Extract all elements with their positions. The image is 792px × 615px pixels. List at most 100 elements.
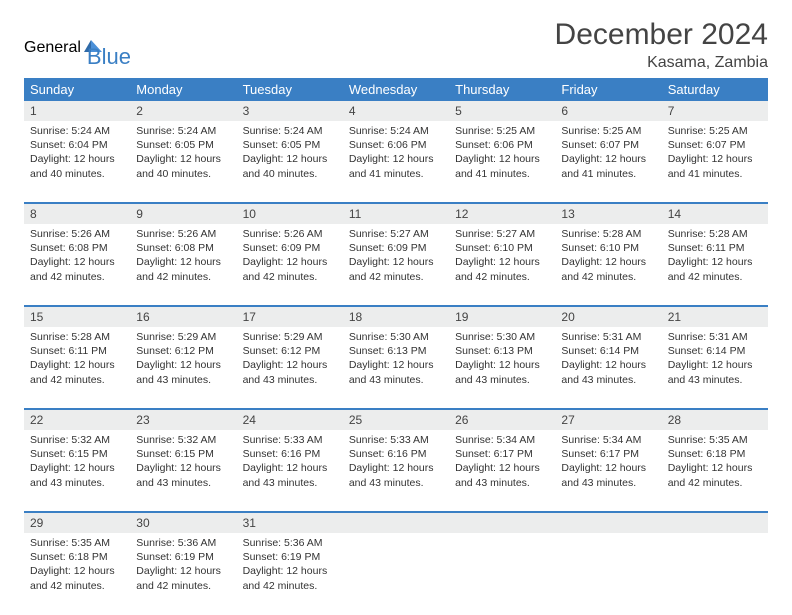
day-number-cell: 4 (343, 101, 449, 121)
day-body-row: Sunrise: 5:35 AMSunset: 6:18 PMDaylight:… (24, 533, 768, 615)
day-body-cell: Sunrise: 5:25 AMSunset: 6:07 PMDaylight:… (662, 121, 768, 203)
day-body-row: Sunrise: 5:26 AMSunset: 6:08 PMDaylight:… (24, 224, 768, 306)
page-header: General Blue December 2024 Kasama, Zambi… (24, 18, 768, 72)
day-details: Sunrise: 5:33 AMSunset: 6:16 PMDaylight:… (343, 430, 449, 494)
day-body-cell: Sunrise: 5:28 AMSunset: 6:11 PMDaylight:… (662, 224, 768, 306)
calendar-body: 1234567Sunrise: 5:24 AMSunset: 6:04 PMDa… (24, 101, 768, 615)
day-body-cell: Sunrise: 5:36 AMSunset: 6:19 PMDaylight:… (237, 533, 343, 615)
day-details: Sunrise: 5:28 AMSunset: 6:10 PMDaylight:… (555, 224, 661, 288)
day-body-row: Sunrise: 5:28 AMSunset: 6:11 PMDaylight:… (24, 327, 768, 409)
day-details: Sunrise: 5:34 AMSunset: 6:17 PMDaylight:… (555, 430, 661, 494)
day-details: Sunrise: 5:33 AMSunset: 6:16 PMDaylight:… (237, 430, 343, 494)
day-number-cell: 19 (449, 306, 555, 327)
day-body-cell: Sunrise: 5:29 AMSunset: 6:12 PMDaylight:… (130, 327, 236, 409)
day-number-row: 1234567 (24, 101, 768, 121)
day-body-cell (449, 533, 555, 615)
day-number-cell (343, 512, 449, 533)
day-body-cell: Sunrise: 5:28 AMSunset: 6:11 PMDaylight:… (24, 327, 130, 409)
day-body-cell: Sunrise: 5:29 AMSunset: 6:12 PMDaylight:… (237, 327, 343, 409)
day-details: Sunrise: 5:25 AMSunset: 6:07 PMDaylight:… (555, 121, 661, 185)
day-details: Sunrise: 5:27 AMSunset: 6:10 PMDaylight:… (449, 224, 555, 288)
day-body-row: Sunrise: 5:32 AMSunset: 6:15 PMDaylight:… (24, 430, 768, 512)
day-body-cell: Sunrise: 5:26 AMSunset: 6:08 PMDaylight:… (24, 224, 130, 306)
day-number-cell: 8 (24, 203, 130, 224)
day-body-cell: Sunrise: 5:36 AMSunset: 6:19 PMDaylight:… (130, 533, 236, 615)
day-number-cell: 30 (130, 512, 236, 533)
day-details: Sunrise: 5:36 AMSunset: 6:19 PMDaylight:… (237, 533, 343, 597)
logo-text-blue: Blue (87, 44, 131, 69)
day-number-cell: 14 (662, 203, 768, 224)
day-number-cell: 17 (237, 306, 343, 327)
day-body-cell: Sunrise: 5:25 AMSunset: 6:07 PMDaylight:… (555, 121, 661, 203)
day-number-cell: 13 (555, 203, 661, 224)
day-body-cell: Sunrise: 5:30 AMSunset: 6:13 PMDaylight:… (343, 327, 449, 409)
day-details: Sunrise: 5:27 AMSunset: 6:09 PMDaylight:… (343, 224, 449, 288)
day-body-cell: Sunrise: 5:30 AMSunset: 6:13 PMDaylight:… (449, 327, 555, 409)
weekday-header: Thursday (449, 78, 555, 101)
day-body-cell: Sunrise: 5:27 AMSunset: 6:10 PMDaylight:… (449, 224, 555, 306)
day-number-cell: 15 (24, 306, 130, 327)
day-details: Sunrise: 5:30 AMSunset: 6:13 PMDaylight:… (343, 327, 449, 391)
title-block: December 2024 Kasama, Zambia (555, 18, 768, 72)
weekday-header-row: Sunday Monday Tuesday Wednesday Thursday… (24, 78, 768, 101)
day-details: Sunrise: 5:24 AMSunset: 6:06 PMDaylight:… (343, 121, 449, 185)
day-details: Sunrise: 5:28 AMSunset: 6:11 PMDaylight:… (24, 327, 130, 391)
day-body-cell: Sunrise: 5:24 AMSunset: 6:05 PMDaylight:… (130, 121, 236, 203)
weekday-header: Saturday (662, 78, 768, 101)
day-body-cell: Sunrise: 5:31 AMSunset: 6:14 PMDaylight:… (662, 327, 768, 409)
day-number-row: 15161718192021 (24, 306, 768, 327)
day-body-cell: Sunrise: 5:32 AMSunset: 6:15 PMDaylight:… (130, 430, 236, 512)
weekday-header: Wednesday (343, 78, 449, 101)
day-number-cell: 24 (237, 409, 343, 430)
day-number-cell: 12 (449, 203, 555, 224)
day-details: Sunrise: 5:25 AMSunset: 6:06 PMDaylight:… (449, 121, 555, 185)
day-number-cell: 3 (237, 101, 343, 121)
day-details: Sunrise: 5:25 AMSunset: 6:07 PMDaylight:… (662, 121, 768, 185)
day-body-cell: Sunrise: 5:35 AMSunset: 6:18 PMDaylight:… (662, 430, 768, 512)
day-body-row: Sunrise: 5:24 AMSunset: 6:04 PMDaylight:… (24, 121, 768, 203)
day-body-cell: Sunrise: 5:35 AMSunset: 6:18 PMDaylight:… (24, 533, 130, 615)
day-number-cell: 23 (130, 409, 236, 430)
day-number-cell: 20 (555, 306, 661, 327)
day-details: Sunrise: 5:26 AMSunset: 6:09 PMDaylight:… (237, 224, 343, 288)
day-body-cell: Sunrise: 5:33 AMSunset: 6:16 PMDaylight:… (237, 430, 343, 512)
day-details: Sunrise: 5:26 AMSunset: 6:08 PMDaylight:… (130, 224, 236, 288)
day-number-cell: 27 (555, 409, 661, 430)
day-details: Sunrise: 5:36 AMSunset: 6:19 PMDaylight:… (130, 533, 236, 597)
day-body-cell: Sunrise: 5:26 AMSunset: 6:08 PMDaylight:… (130, 224, 236, 306)
day-details: Sunrise: 5:34 AMSunset: 6:17 PMDaylight:… (449, 430, 555, 494)
weekday-header: Monday (130, 78, 236, 101)
day-body-cell: Sunrise: 5:34 AMSunset: 6:17 PMDaylight:… (449, 430, 555, 512)
day-details: Sunrise: 5:29 AMSunset: 6:12 PMDaylight:… (130, 327, 236, 391)
day-body-cell: Sunrise: 5:32 AMSunset: 6:15 PMDaylight:… (24, 430, 130, 512)
day-number-cell: 26 (449, 409, 555, 430)
day-details: Sunrise: 5:26 AMSunset: 6:08 PMDaylight:… (24, 224, 130, 288)
day-details: Sunrise: 5:24 AMSunset: 6:05 PMDaylight:… (130, 121, 236, 185)
day-details: Sunrise: 5:28 AMSunset: 6:11 PMDaylight:… (662, 224, 768, 288)
day-body-cell (343, 533, 449, 615)
day-body-cell: Sunrise: 5:24 AMSunset: 6:05 PMDaylight:… (237, 121, 343, 203)
day-number-cell: 18 (343, 306, 449, 327)
day-body-cell (555, 533, 661, 615)
day-body-cell: Sunrise: 5:24 AMSunset: 6:04 PMDaylight:… (24, 121, 130, 203)
day-number-cell (555, 512, 661, 533)
day-number-cell: 16 (130, 306, 236, 327)
day-details: Sunrise: 5:35 AMSunset: 6:18 PMDaylight:… (24, 533, 130, 597)
logo: General Blue (24, 18, 131, 70)
day-number-cell: 9 (130, 203, 236, 224)
day-body-cell: Sunrise: 5:28 AMSunset: 6:10 PMDaylight:… (555, 224, 661, 306)
day-number-cell: 7 (662, 101, 768, 121)
day-body-cell: Sunrise: 5:31 AMSunset: 6:14 PMDaylight:… (555, 327, 661, 409)
day-number-row: 22232425262728 (24, 409, 768, 430)
day-details: Sunrise: 5:24 AMSunset: 6:04 PMDaylight:… (24, 121, 130, 185)
day-details: Sunrise: 5:32 AMSunset: 6:15 PMDaylight:… (24, 430, 130, 494)
day-body-cell: Sunrise: 5:24 AMSunset: 6:06 PMDaylight:… (343, 121, 449, 203)
day-number-cell: 11 (343, 203, 449, 224)
day-number-cell: 22 (24, 409, 130, 430)
day-number-cell: 10 (237, 203, 343, 224)
day-number-cell: 1 (24, 101, 130, 121)
day-number-row: 293031 (24, 512, 768, 533)
day-number-cell: 25 (343, 409, 449, 430)
day-number-cell: 5 (449, 101, 555, 121)
day-details: Sunrise: 5:31 AMSunset: 6:14 PMDaylight:… (662, 327, 768, 391)
